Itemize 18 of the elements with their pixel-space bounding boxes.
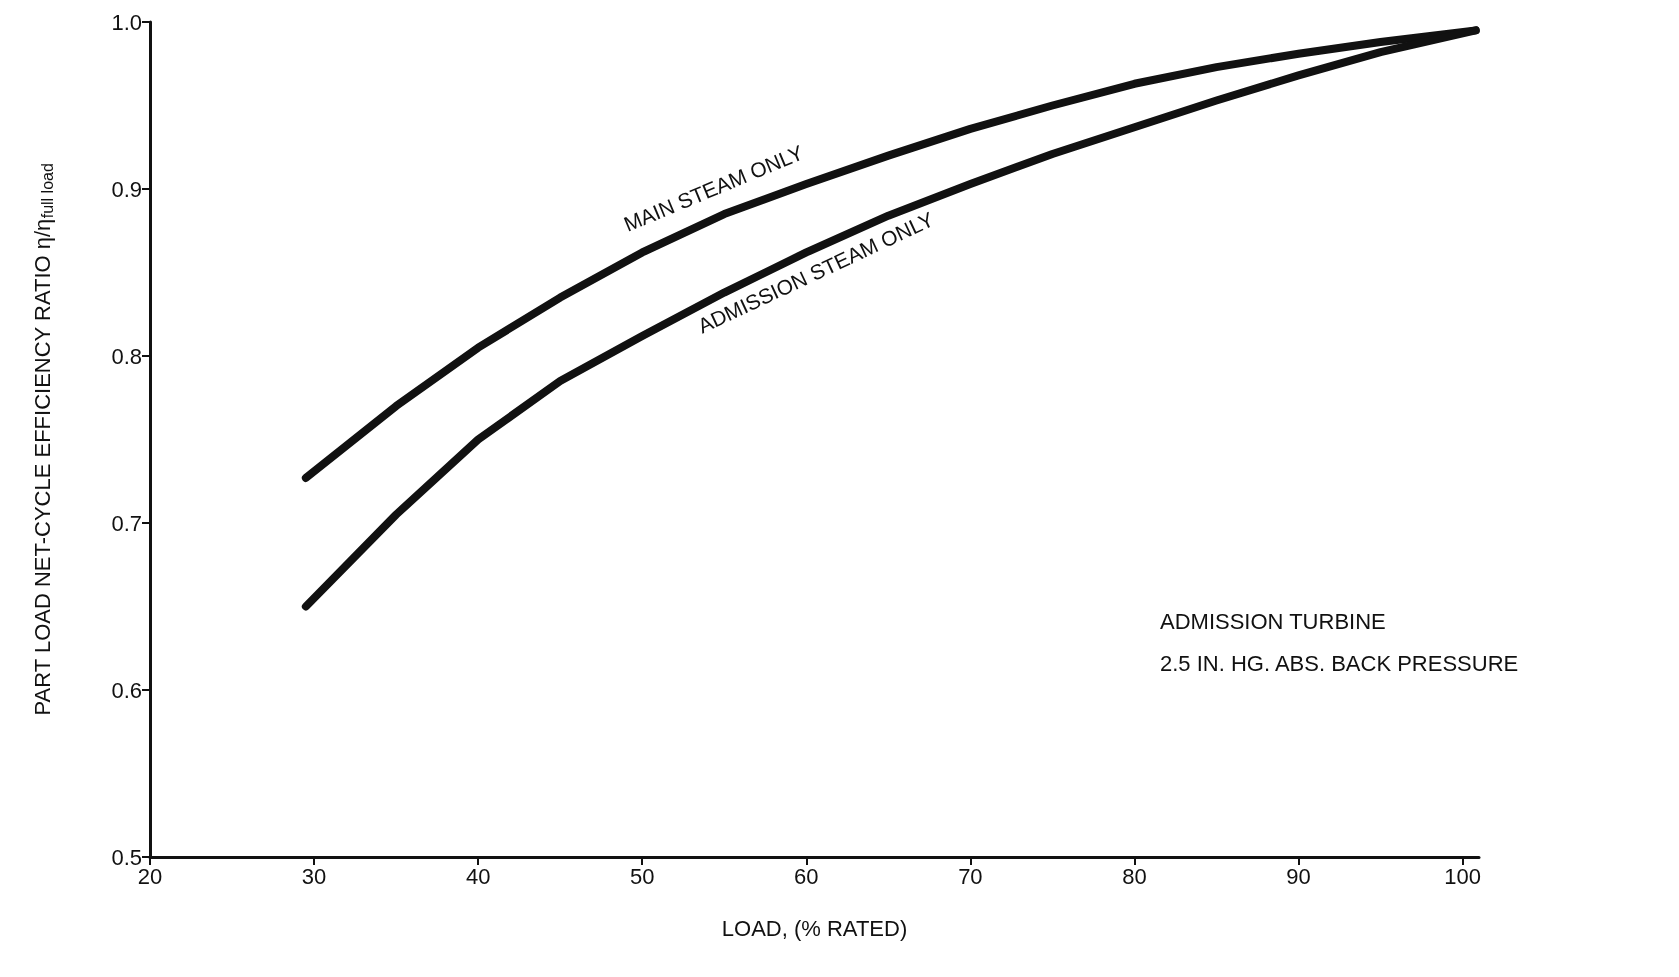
x-tick-label: 80 <box>1122 863 1147 889</box>
x-tick-label: 40 <box>465 863 491 889</box>
x-tick-label: 50 <box>629 863 655 889</box>
y-tick-label: 0.5 <box>111 844 142 870</box>
x-tick-label: 30 <box>301 863 327 889</box>
x-tick-label: 90 <box>1286 863 1311 889</box>
y-tick-label: 0.9 <box>111 176 142 202</box>
annotation: ADMISSION TURBINE <box>1160 608 1386 634</box>
y-tick-label: 0.8 <box>111 343 142 369</box>
x-tick-label: 100 <box>1444 863 1481 889</box>
y-tick-label: 1.0 <box>111 9 142 35</box>
x-axis-title: LOAD, (% RATED) <box>721 915 908 941</box>
x-tick-label: 70 <box>958 863 983 889</box>
y-axis-title: PART LOAD NET-CYCLE EFFICIENCY RATIO η/ηfull load <box>29 163 56 716</box>
y-tick-label: 0.7 <box>111 510 142 536</box>
x-tick-label: 60 <box>794 863 819 889</box>
y-tick-label: 0.6 <box>111 677 142 703</box>
annotation: 2.5 IN. HG. ABS. BACK PRESSURE <box>1160 650 1519 676</box>
